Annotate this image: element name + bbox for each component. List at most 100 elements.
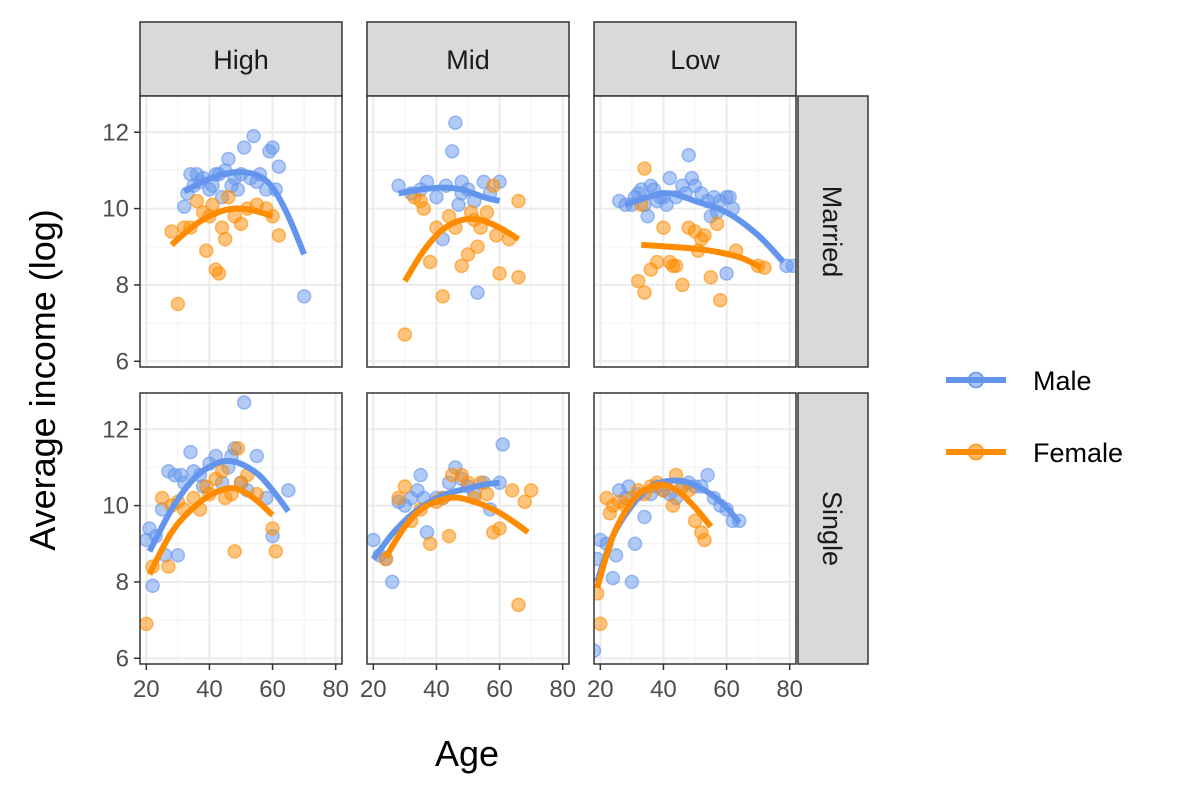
data-point-male bbox=[640, 208, 655, 224]
x-tick-label: 20 bbox=[587, 676, 614, 703]
data-point-male bbox=[448, 115, 463, 130]
y-tick-label: 6 bbox=[116, 348, 129, 375]
data-point-female bbox=[416, 201, 432, 216]
data-point-female bbox=[492, 521, 507, 536]
panel-high-married: 6 8 10 12 bbox=[102, 95, 343, 375]
data-point-male bbox=[594, 643, 602, 658]
y-tick-label: 12 bbox=[102, 119, 129, 146]
data-point-female bbox=[233, 216, 249, 232]
x-tick-label: 40 bbox=[650, 676, 677, 703]
fit-line-male bbox=[182, 169, 307, 256]
x-tick-label: 60 bbox=[486, 676, 513, 703]
x-tick-label: 60 bbox=[713, 676, 740, 703]
data-point-male bbox=[230, 182, 246, 197]
data-point-male bbox=[170, 547, 186, 563]
data-point-male bbox=[470, 285, 485, 300]
legend-swatch-female bbox=[967, 443, 985, 461]
panel-border bbox=[139, 392, 343, 665]
data-point-male bbox=[662, 170, 677, 186]
data-point-male bbox=[659, 197, 674, 213]
data-point-male bbox=[183, 444, 198, 460]
fit-line-female bbox=[641, 241, 763, 271]
data-point-male bbox=[236, 140, 252, 155]
data-point-male bbox=[246, 128, 261, 144]
fit-line-female bbox=[146, 485, 275, 576]
x-tick-label: 60 bbox=[259, 676, 286, 703]
x-tick-label: 80 bbox=[322, 676, 349, 703]
data-point-female bbox=[140, 616, 154, 632]
data-point-female bbox=[687, 513, 703, 529]
data-point-female bbox=[460, 247, 476, 262]
panel-low-married bbox=[593, 95, 797, 368]
data-point-male bbox=[637, 509, 652, 525]
fit-line-female bbox=[383, 494, 530, 559]
data-point-female bbox=[511, 597, 526, 613]
data-point-male bbox=[429, 189, 444, 205]
panel-border bbox=[366, 95, 570, 368]
data-point-male bbox=[444, 144, 460, 159]
facet-strip-mid: Mid bbox=[366, 21, 570, 97]
data-point-female bbox=[668, 258, 684, 274]
panel-mid-single: 20 40 60 80 bbox=[360, 392, 576, 703]
facet-col-label: Low bbox=[670, 45, 720, 75]
y-tick-label: 10 bbox=[102, 493, 129, 520]
fit-line-male bbox=[370, 479, 500, 561]
data-point-female bbox=[422, 536, 438, 552]
y-tick-label: 8 bbox=[116, 272, 129, 299]
data-point-female bbox=[161, 559, 176, 574]
data-point-female bbox=[486, 178, 501, 193]
data-point-female bbox=[479, 205, 495, 220]
data-point-female bbox=[227, 544, 242, 559]
x-tick-label: 40 bbox=[423, 676, 450, 703]
data-point-female bbox=[665, 498, 681, 513]
x-tick-label: 40 bbox=[196, 676, 223, 703]
fit-line-female bbox=[594, 481, 714, 589]
data-point-female bbox=[422, 254, 438, 270]
data-point-female bbox=[435, 289, 450, 304]
data-point-female bbox=[523, 483, 539, 498]
x-tick-label: 80 bbox=[776, 676, 803, 703]
facet-row-label: Single bbox=[817, 491, 847, 566]
data-point-female bbox=[217, 231, 233, 247]
data-point-male bbox=[221, 151, 236, 167]
data-point-female bbox=[504, 483, 520, 498]
data-point-female bbox=[214, 463, 230, 479]
data-point-female bbox=[656, 220, 671, 235]
data-point-female bbox=[470, 239, 485, 255]
data-point-female bbox=[189, 193, 205, 209]
data-point-male bbox=[236, 395, 252, 410]
y-axis-title: Average income (log) bbox=[22, 209, 63, 551]
legend: Male Female bbox=[946, 366, 1123, 468]
legend-swatch-male bbox=[967, 371, 985, 389]
panel-border bbox=[139, 95, 343, 368]
data-point-female bbox=[709, 216, 725, 232]
data-point-female bbox=[697, 532, 712, 548]
data-point-female bbox=[511, 193, 526, 209]
data-point-male bbox=[700, 467, 715, 483]
data-point-female bbox=[397, 479, 413, 494]
data-point-female bbox=[391, 490, 406, 506]
facet-strip-high: High bbox=[139, 21, 343, 97]
data-point-female bbox=[637, 161, 652, 176]
data-point-female bbox=[397, 327, 413, 342]
x-tick-label: 20 bbox=[133, 676, 160, 703]
data-point-female bbox=[454, 258, 469, 274]
data-point-male bbox=[367, 532, 381, 548]
facet-strip-single: Single bbox=[797, 392, 869, 665]
data-point-male bbox=[145, 578, 160, 594]
data-point-male bbox=[624, 574, 640, 590]
data-point-female bbox=[164, 224, 179, 239]
data-point-male bbox=[176, 199, 192, 214]
data-point-male bbox=[249, 448, 265, 464]
data-point-male bbox=[608, 547, 624, 563]
data-point-male bbox=[681, 147, 696, 163]
data-point-male bbox=[627, 536, 643, 552]
data-point-female bbox=[211, 266, 227, 281]
fit-line-male bbox=[146, 457, 291, 553]
facet-row-label: Married bbox=[817, 186, 847, 278]
data-point-female bbox=[594, 586, 605, 601]
data-point-female bbox=[199, 243, 214, 258]
data-point-female bbox=[637, 285, 652, 300]
legend-item-male: Male bbox=[946, 366, 1092, 396]
